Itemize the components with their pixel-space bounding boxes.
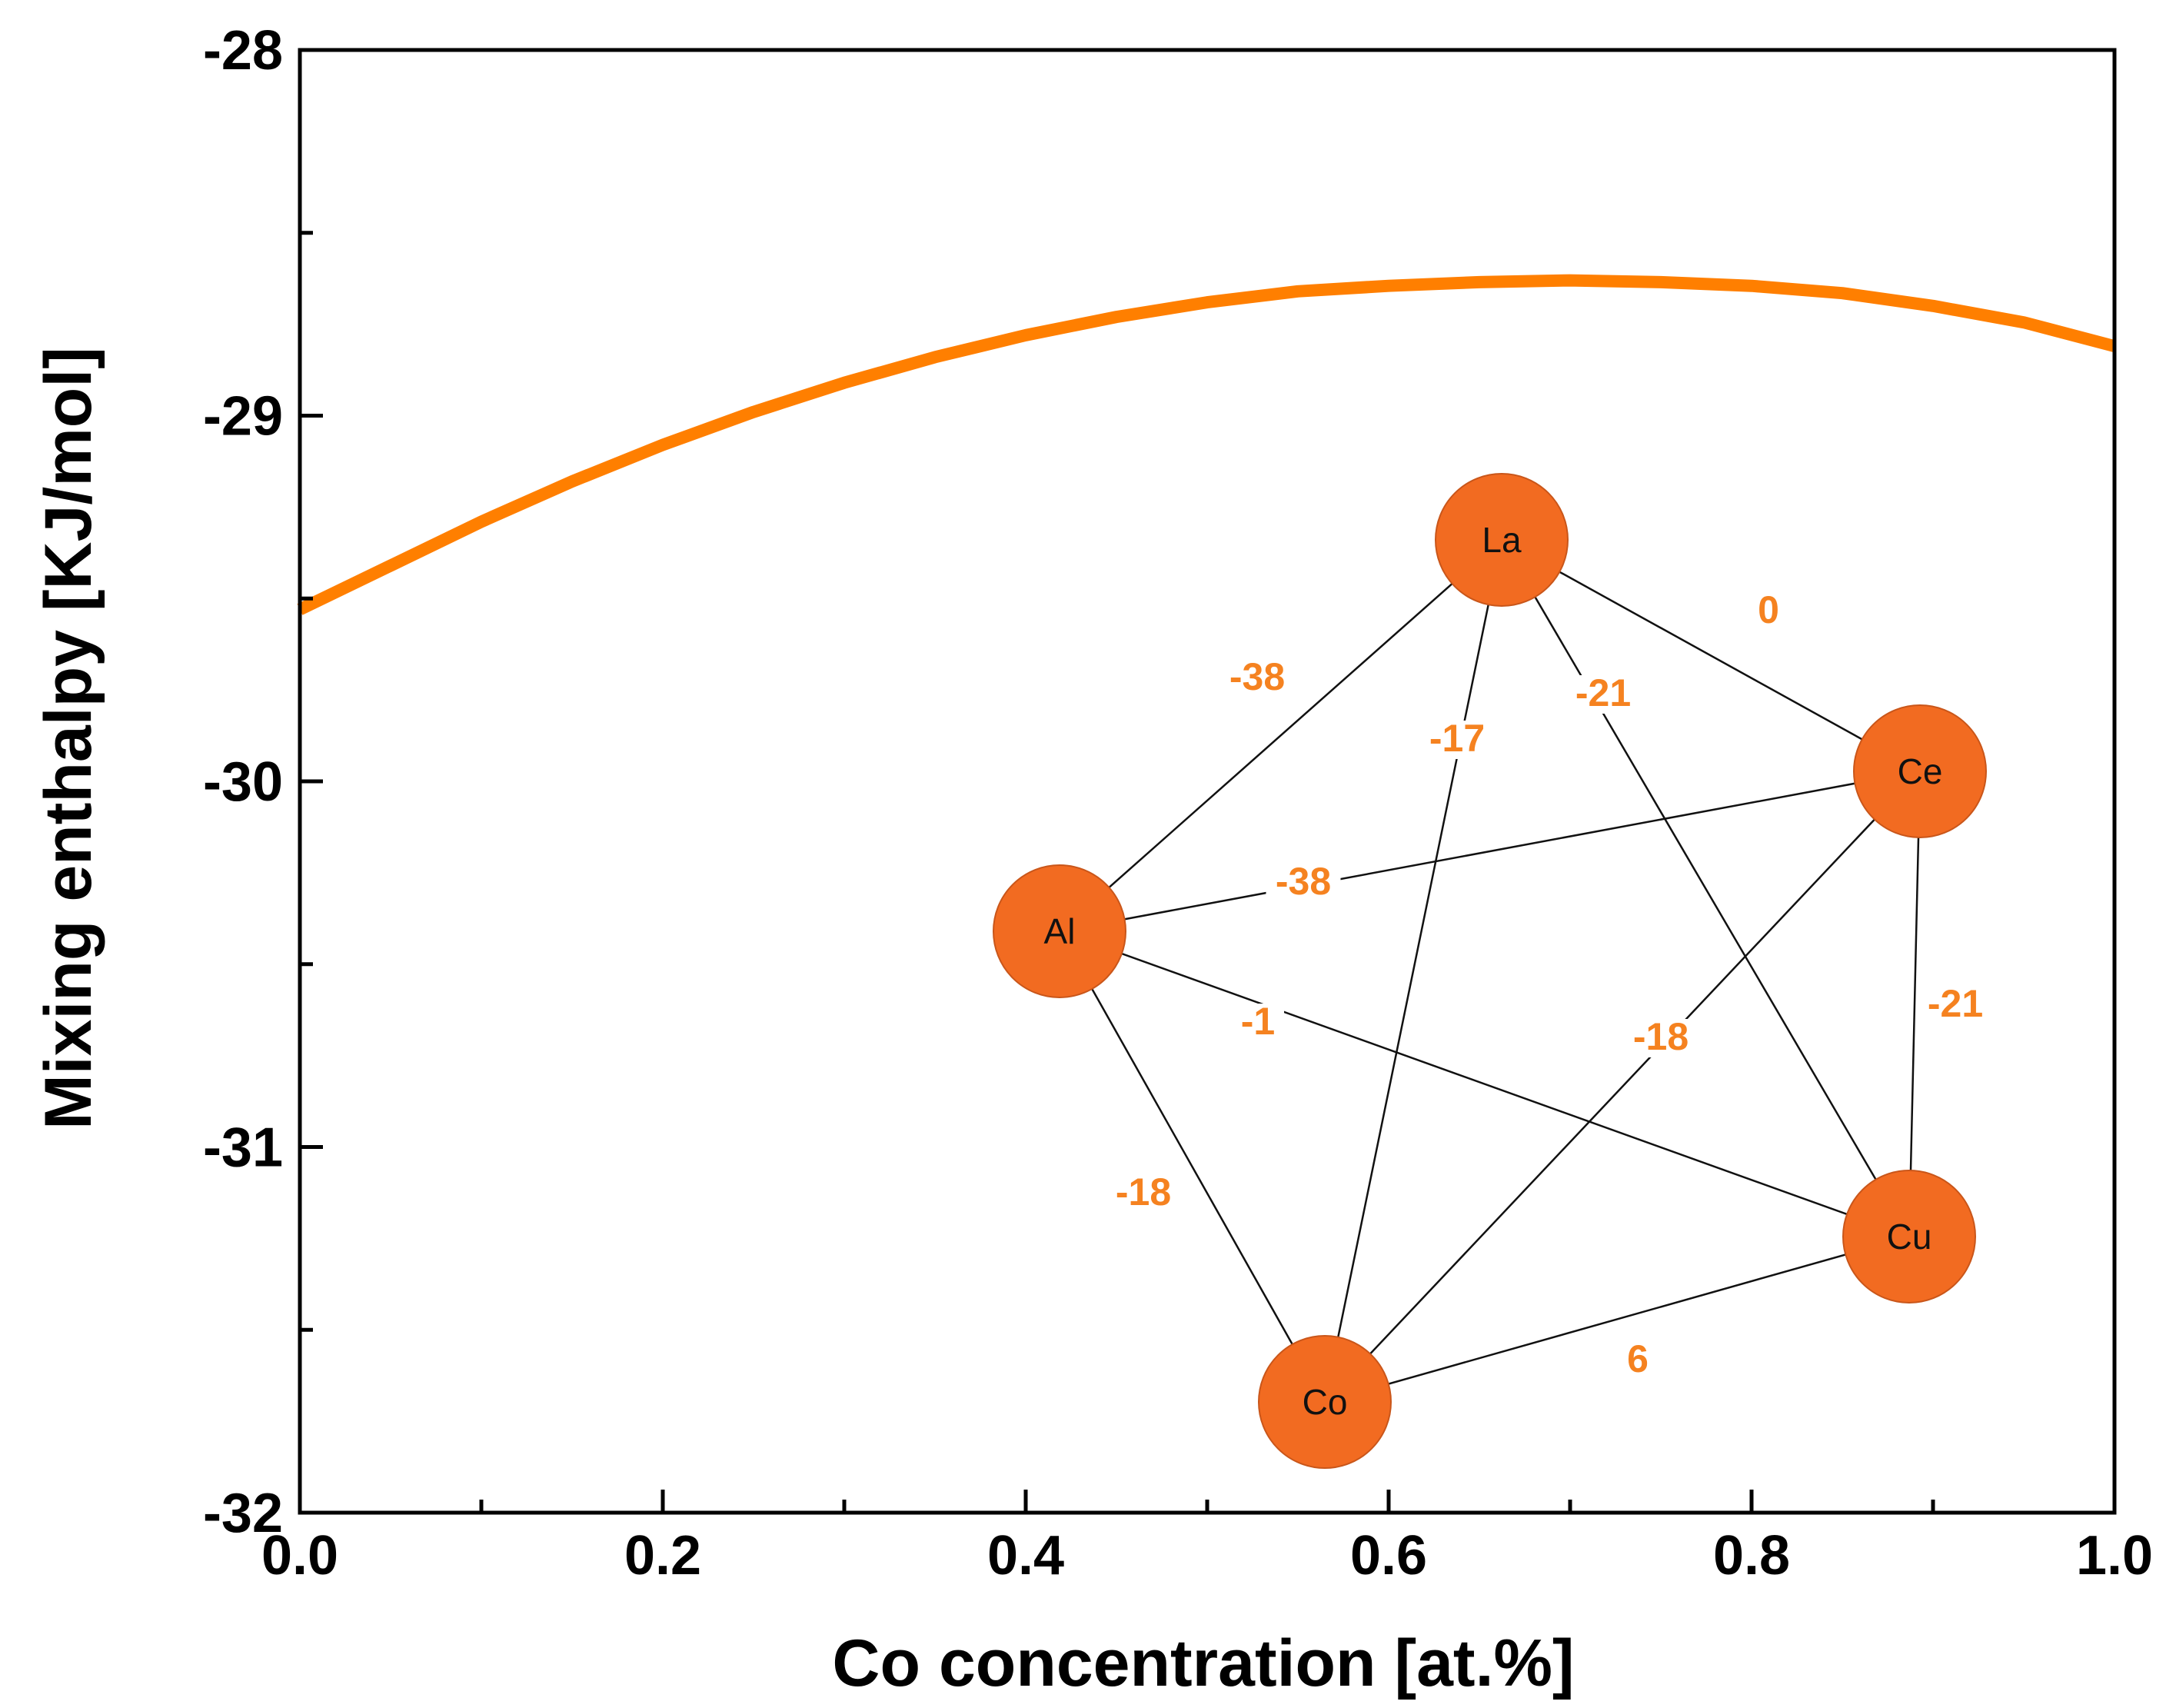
edge-label-bg — [1266, 864, 1341, 902]
x-tick-label: 0.0 — [261, 1525, 338, 1586]
y-tick-label: -28 — [203, 20, 283, 82]
network-inset: -38 0 -17 -21 -38 -1 -18 -18 -21 6 La Ce Al Cu Co — [993, 473, 1993, 1469]
y-axis-title: Mixing enthalpy [KJ/mol] — [32, 347, 105, 1130]
edge-label-ce-co: -18 — [1633, 1015, 1689, 1058]
y-tick-label: -30 — [203, 751, 283, 813]
x-tick-label: 0.6 — [1350, 1525, 1427, 1586]
node-la — [1435, 473, 1569, 607]
node-co — [1258, 1335, 1392, 1469]
edge-ce-co — [1324, 771, 1921, 1403]
edge-label-bg — [1622, 1341, 1653, 1380]
y-tick-label: -32 — [203, 1483, 283, 1544]
node-label-cu: Cu — [1887, 1217, 1932, 1257]
edge-la-al — [1059, 539, 1502, 932]
edge-label-bg — [1565, 675, 1641, 714]
edge-al-co — [1058, 931, 1326, 1403]
edge-label-la-al: -38 — [1229, 655, 1285, 698]
plot-area — [297, 274, 2117, 615]
edge-la-ce — [1501, 538, 1921, 773]
edge-label-bg — [1918, 986, 1993, 1024]
edge-ce-cu — [1908, 771, 1921, 1237]
node-label-al: Al — [1044, 911, 1076, 951]
edge-co-cu — [1324, 1235, 1910, 1403]
node-label-la: La — [1482, 520, 1522, 560]
y-tick-label: -29 — [203, 386, 283, 448]
edge-label-bg — [1219, 659, 1295, 698]
edge-label-la-co: -17 — [1429, 717, 1485, 760]
x-tick-label: 0.8 — [1713, 1525, 1790, 1586]
node-al — [993, 864, 1126, 998]
node-label-co: Co — [1303, 1382, 1348, 1422]
edge-label-al-ce: -38 — [1276, 860, 1331, 903]
edge-label-bg — [1419, 721, 1495, 759]
x-tick-label: 0.2 — [624, 1525, 701, 1586]
edge-label-ce-cu: -21 — [1928, 982, 1983, 1025]
axes: 0.0 0.2 0.4 0.6 0.8 1.0 -28 -29 -30 -31 -32 — [203, 20, 2153, 1586]
plot-frame — [298, 48, 2117, 1515]
series-line-0 — [297, 274, 2117, 615]
edge-label-bg — [1753, 592, 1784, 631]
x-axis-title: Co concentration [at.%] — [832, 1626, 1574, 1700]
edge-label-la-cu: -21 — [1575, 671, 1631, 714]
x-tick-label: 1.0 — [2076, 1525, 2153, 1586]
edge-label-al-co: -18 — [1116, 1170, 1171, 1214]
edge-label-la-ce: 0 — [1758, 588, 1779, 631]
edge-label-co-cu: 6 — [1627, 1337, 1649, 1380]
edge-label-bg — [1623, 1019, 1699, 1057]
node-cu — [1842, 1170, 1976, 1303]
edge-label-al-cu: -1 — [1241, 1000, 1275, 1043]
edge-la-co — [1323, 539, 1503, 1403]
node-ce — [1853, 704, 1987, 838]
edge-al-cu — [1059, 930, 1910, 1238]
x-tick-label: 0.4 — [987, 1525, 1064, 1586]
edge-label-bg — [1106, 1174, 1181, 1213]
y-tick-label: -31 — [203, 1117, 283, 1179]
node-label-ce: Ce — [1898, 751, 1943, 791]
edge-al-ce — [1059, 770, 1921, 933]
edge-label-bg — [1232, 1004, 1284, 1042]
edge-la-cu — [1500, 539, 1911, 1237]
